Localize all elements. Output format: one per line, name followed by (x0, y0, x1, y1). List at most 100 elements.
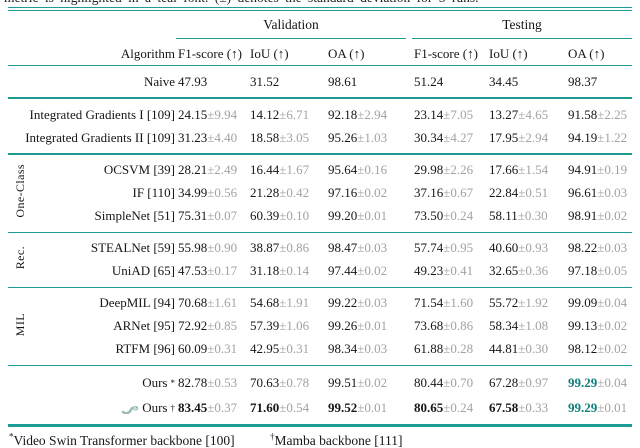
metric-value: 96.61 (568, 185, 598, 201)
algorithm-name: DeepMIL [94] (99, 295, 175, 311)
metric-cell: 60.39±0.10 (250, 205, 328, 228)
algorithm-cell: STEALNet [59] (32, 237, 178, 260)
metric-stddev: ±1.91 (279, 295, 310, 311)
footnotes: *Video Swin Transformer backbone [100] †… (9, 432, 640, 448)
metric-cell: 47.53±0.17 (178, 260, 250, 283)
metric-value: 99.22 (328, 295, 358, 311)
group-label-cell: Rec. (8, 237, 32, 283)
algorithm-table: Integrated Gradients I [109] 24.15±9.94 14… (8, 103, 632, 149)
footnote-text: Mamba backbone [111] (274, 432, 403, 448)
metric-stddev: ±0.24 (443, 399, 474, 415)
metric-cell: 98.47±0.03 (328, 237, 414, 260)
table-row: Ours † 83.45±0.37 71.60±0.54 99.52±0.01 80.65… (8, 395, 632, 420)
metric-value: 72.92 (178, 318, 208, 334)
algorithm-name: SimpleNet [51] (94, 208, 175, 224)
metric-cell: 51.24 (414, 70, 489, 93)
metric-value: 98.37 (568, 73, 598, 89)
metric-stddev: ±0.33 (518, 399, 549, 415)
metric-value: 70.68 (178, 295, 208, 311)
mamba-snake-icon (121, 406, 139, 415)
metric-stddev: ±4.40 (207, 129, 238, 145)
metric-value: 99.09 (568, 295, 598, 311)
metric-cell: 99.26±0.01 (328, 315, 414, 338)
metric-value: 80.65 (414, 399, 444, 415)
metric-cell: 22.84±0.51 (489, 182, 568, 205)
metric-value: 99.26 (328, 318, 358, 334)
column-header: F1-score (↑) (178, 45, 242, 61)
metric-value: 97.18 (568, 263, 598, 279)
metric-stddev: ±0.03 (597, 240, 628, 256)
metric-stddev: ±0.93 (518, 240, 549, 256)
metric-cell: 71.54±1.60 (414, 292, 489, 315)
metric-stddev: ±0.02 (357, 374, 388, 390)
metric-stddev: ±0.30 (518, 341, 549, 357)
metric-cell: 99.29±0.01 (568, 395, 632, 420)
metric-value: 80.44 (414, 374, 444, 390)
algorithm-cell: Naive (32, 70, 178, 93)
metric-stddev: ±0.03 (357, 341, 388, 357)
metric-cell: 58.34±1.08 (489, 315, 568, 338)
testing-group-header: Testing (502, 17, 542, 32)
metric-cell: 37.16±0.67 (414, 182, 489, 205)
algorithm-cell: Ours † (32, 395, 178, 420)
metric-stddev: ±0.53 (207, 374, 238, 390)
metric-value: 73.68 (414, 318, 444, 334)
algorithm-name: Ours * (142, 374, 175, 390)
metric-stddev: ±0.16 (357, 162, 388, 178)
metric-stddev: ±0.14 (279, 263, 310, 279)
metric-cell: 99.09±0.04 (568, 292, 632, 315)
metric-stddev: ±1.54 (518, 162, 549, 178)
metric-cell: 99.22±0.03 (328, 292, 414, 315)
group-label: Rec. (12, 246, 27, 270)
metric-value: 98.61 (328, 73, 358, 89)
metric-cell: 60.09±0.31 (178, 338, 250, 361)
metric-cell: 95.64±0.16 (328, 159, 414, 182)
column-header: Algorithm (120, 45, 175, 61)
validation-group-header: Validation (263, 17, 319, 32)
table-row: Integrated Gradients I [109] 24.15±9.94 14… (8, 103, 632, 126)
metric-value: 16.44 (250, 162, 280, 178)
metric-cell: 23.14±7.05 (414, 103, 489, 126)
metric-value: 60.39 (250, 208, 280, 224)
metric-value: 92.18 (328, 106, 358, 122)
metric-cell: 75.31±0.07 (178, 205, 250, 228)
metric-stddev: ±0.36 (518, 263, 549, 279)
metric-value: 99.29 (568, 374, 598, 390)
algorithm-table: Ours * 82.78±0.53 70.63±0.78 99.51±0.02 80.44… (8, 370, 632, 420)
metric-value: 44.81 (489, 341, 519, 357)
algorithm-cell: OCSVM [39] (32, 159, 178, 182)
metric-value: 17.66 (489, 162, 519, 178)
metric-cell: 55.98±0.90 (178, 237, 250, 260)
metric-stddev: ±0.97 (518, 374, 549, 390)
algorithm-cell: SimpleNet [51] (32, 205, 178, 228)
algorithm-name: ARNet [95] (113, 318, 175, 334)
metric-value: 99.20 (328, 208, 358, 224)
algorithm-label: Integrated Gradients II [109] (25, 129, 175, 145)
metric-stddev: ±6.71 (279, 106, 310, 122)
metric-value: 51.24 (414, 73, 444, 89)
algorithm-name: RTFM [96] (115, 341, 175, 357)
top-rule (8, 7, 632, 11)
metric-value: 54.68 (250, 295, 280, 311)
metric-stddev: ±0.86 (443, 318, 474, 334)
metric-value: 38.87 (250, 240, 280, 256)
metric-value: 47.93 (178, 73, 208, 89)
metric-value: 94.91 (568, 162, 598, 178)
table-row: One-Class OCSVM [39] 28.21±2.49 16.44±1.67 9… (8, 159, 632, 218)
metric-stddev: ±1.92 (518, 295, 549, 311)
metric-cell: 98.22±0.03 (568, 237, 632, 260)
metric-cell: 34.45 (489, 70, 568, 93)
algorithm-label: Integrated Gradients I [109] (29, 106, 175, 122)
metric-stddev: ±0.02 (357, 263, 388, 279)
algorithm-label: Ours (142, 374, 168, 390)
metric-cell: 61.88±0.28 (414, 338, 489, 361)
table-row: RTFM [96] 60.09±0.31 42.95±0.31 98.34±0.03 6… (8, 338, 632, 361)
metric-cell: 92.18±2.94 (328, 103, 414, 126)
metric-value: 40.60 (489, 240, 519, 256)
algorithm-name: Ours † (121, 400, 175, 416)
algorithm-name: UniAD [65] (112, 263, 175, 279)
metric-stddev: ±1.06 (279, 318, 310, 334)
metric-cell: 98.12±0.02 (568, 338, 632, 361)
section-rule (8, 231, 632, 233)
metric-cell: 99.29±0.04 (568, 370, 632, 395)
